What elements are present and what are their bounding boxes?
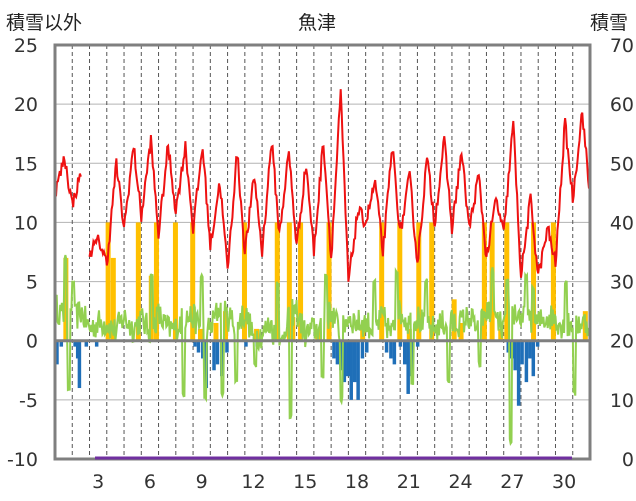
left-tick-label: 20 bbox=[14, 94, 38, 116]
right-tick-label: 0 bbox=[622, 449, 634, 471]
sunshine-bar bbox=[458, 322, 464, 341]
wind-line bbox=[54, 254, 591, 447]
precipitation-bar bbox=[94, 340, 99, 347]
sunshine-bar bbox=[298, 222, 304, 341]
sunshine-bar bbox=[429, 222, 435, 341]
x-axis-ticks: 3 6 9 12 15 18 21 24 27 30 bbox=[92, 471, 576, 493]
sunshine-bar bbox=[241, 222, 247, 341]
precipitation-bar bbox=[389, 340, 393, 359]
right-tick-label: 40 bbox=[610, 212, 634, 234]
precipitation-bar bbox=[402, 340, 407, 365]
sunshine-bar bbox=[213, 322, 219, 341]
sunshine-bar bbox=[286, 222, 292, 341]
precipitation-bar bbox=[528, 340, 532, 359]
precipitation-bar bbox=[535, 340, 540, 347]
right-axis-title: 積雪 bbox=[590, 12, 629, 34]
sunshine-bar bbox=[326, 222, 332, 341]
precipitation-bar bbox=[360, 340, 365, 359]
x-tick-label: 12 bbox=[241, 471, 265, 493]
sunshine-bar bbox=[222, 311, 228, 341]
precipitation-bar bbox=[84, 340, 89, 347]
precipitation-bar bbox=[415, 340, 420, 347]
left-tick-label: 15 bbox=[14, 153, 38, 175]
x-tick-label: 18 bbox=[345, 471, 369, 493]
precipitation-bar bbox=[524, 340, 529, 383]
right-tick-label: 20 bbox=[610, 331, 634, 353]
right-tick-label: 70 bbox=[610, 35, 634, 57]
sunshine-bar bbox=[397, 222, 403, 341]
left-tick-label: 0 bbox=[26, 331, 38, 353]
precipitation-bar bbox=[55, 340, 59, 365]
temperature-line bbox=[54, 156, 82, 208]
left-axis-title: 積雪以外 bbox=[6, 12, 83, 34]
precipitation-bar bbox=[244, 340, 248, 347]
x-tick-label: 3 bbox=[92, 471, 104, 493]
precipitation-bar bbox=[513, 340, 517, 371]
precipitation-bar bbox=[365, 340, 369, 353]
series-lines bbox=[54, 89, 591, 447]
sunshine-bar bbox=[110, 257, 116, 341]
x-tick-label: 27 bbox=[500, 471, 524, 493]
precipitation-bar bbox=[520, 340, 524, 365]
left-tick-label: 5 bbox=[26, 272, 38, 294]
temperature-line bbox=[88, 89, 590, 282]
precipitation-bar bbox=[212, 340, 216, 371]
x-tick-label: 30 bbox=[552, 471, 576, 493]
precipitation-bar bbox=[193, 340, 197, 347]
precipitation-bar bbox=[59, 340, 64, 347]
precipitation-bar bbox=[398, 340, 403, 347]
x-tick-label: 15 bbox=[293, 471, 317, 493]
precipitation-bars bbox=[55, 340, 540, 406]
right-tick-label: 50 bbox=[610, 153, 634, 175]
sunshine-bar bbox=[190, 222, 196, 341]
sunshine-bar bbox=[172, 222, 178, 341]
x-tick-label: 6 bbox=[144, 471, 156, 493]
sunshine-bar bbox=[135, 222, 141, 341]
sunshine-bar bbox=[481, 222, 487, 341]
precipitation-bar bbox=[73, 340, 77, 347]
precipitation-bar bbox=[196, 340, 201, 353]
x-tick-label: 9 bbox=[196, 471, 208, 493]
precipitation-bar bbox=[392, 340, 397, 365]
left-tick-label: -10 bbox=[7, 449, 38, 471]
left-axis-ticks: 25 20 15 10 5 0 -5 -10 bbox=[7, 35, 38, 471]
sunshine-bar bbox=[379, 222, 385, 341]
precipitation-bar bbox=[384, 340, 389, 353]
right-tick-label: 30 bbox=[610, 272, 634, 294]
right-axis-ticks: 70 60 50 40 30 20 10 0 bbox=[610, 35, 634, 471]
right-tick-label: 60 bbox=[610, 94, 634, 116]
precipitation-bar bbox=[215, 340, 220, 365]
precipitation-bar bbox=[406, 340, 410, 394]
precipitation-bar bbox=[332, 340, 336, 359]
precipitation-bar bbox=[356, 340, 360, 400]
left-tick-label: 10 bbox=[14, 212, 38, 234]
precipitation-bar bbox=[77, 340, 82, 389]
precipitation-bar bbox=[335, 340, 340, 365]
sunshine-bar bbox=[406, 328, 412, 341]
x-tick-label: 24 bbox=[448, 471, 472, 493]
precipitation-bar bbox=[225, 340, 229, 353]
x-tick-label: 21 bbox=[397, 471, 421, 493]
sunshine-bar bbox=[153, 222, 159, 341]
precipitation-bar bbox=[349, 340, 353, 400]
precipitation-bar bbox=[531, 340, 536, 377]
chart-title: 魚津 bbox=[298, 12, 337, 34]
right-tick-label: 10 bbox=[610, 390, 634, 412]
sunshine-bar bbox=[550, 222, 556, 341]
precipitation-bar bbox=[516, 340, 521, 406]
sunshine-bar bbox=[105, 222, 111, 341]
precipitation-bar bbox=[346, 340, 350, 377]
sunshine-bar bbox=[416, 222, 422, 341]
sunshine-bar bbox=[531, 222, 537, 341]
sunshine-bar bbox=[197, 328, 203, 341]
precipitation-bar bbox=[352, 340, 357, 383]
precipitation-bar bbox=[342, 340, 347, 383]
left-tick-label: 25 bbox=[14, 35, 38, 57]
left-tick-label: -5 bbox=[19, 390, 38, 412]
